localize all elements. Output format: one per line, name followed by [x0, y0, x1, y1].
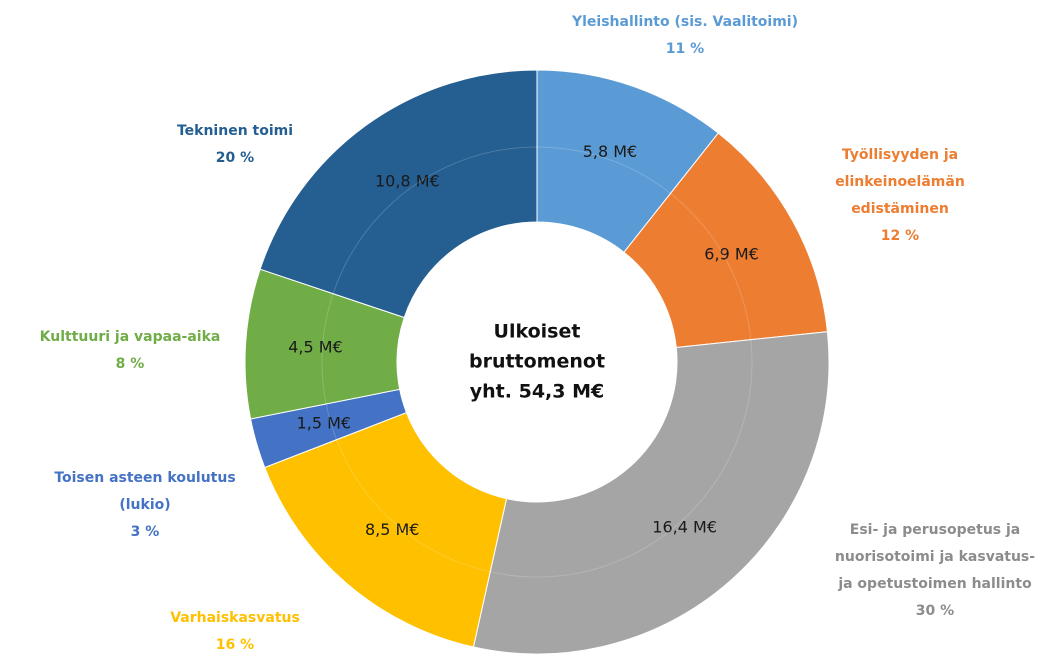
percent-label: 11 %: [666, 41, 704, 57]
value-label: 8,5 M€: [365, 520, 420, 539]
category-label: Kulttuuri ja vapaa-aika: [40, 329, 221, 345]
donut-slice: [623, 132, 828, 349]
value-label: 4,5 M€: [288, 337, 343, 356]
percent-label: 16 %: [216, 637, 254, 653]
ring-guide: [321, 146, 753, 578]
donut-slice: [264, 411, 508, 648]
value-label: 1,5 M€: [297, 413, 352, 432]
category-label: Esi- ja perusopetus ja: [850, 522, 1020, 538]
category-label: elinkeinoelämän: [835, 174, 965, 190]
category-label: Työllisyyden ja: [842, 147, 958, 163]
value-label: 5,8 M€: [583, 142, 638, 161]
percent-label: 12 %: [881, 228, 919, 244]
percent-label: 3 %: [131, 524, 160, 540]
category-label: edistäminen: [851, 201, 949, 217]
category-label: Tekninen toimi: [177, 123, 293, 139]
category-label: Yleishallinto (sis. Vaalitoimi): [571, 14, 798, 30]
category-label: nuorisotoimi ja kasvatus-: [835, 549, 1035, 565]
category-label: Varhaiskasvatus: [170, 610, 300, 626]
percent-label: 20 %: [216, 150, 254, 166]
value-label: 6,9 M€: [704, 245, 759, 264]
percent-label: 30 %: [916, 603, 954, 619]
center-label: Ulkoiset: [494, 321, 581, 343]
percent-label: 8 %: [116, 356, 145, 372]
category-label: (lukio): [119, 497, 170, 513]
category-label: Toisen asteen koulutus: [54, 470, 235, 486]
value-label: 16,4 M€: [652, 517, 717, 536]
center-label: yht. 54,3 M€: [470, 381, 604, 403]
donut-slice: [259, 69, 538, 319]
donut-slice: [472, 331, 830, 655]
category-label: ja opetustoimen hallinto: [837, 576, 1032, 592]
value-label: 10,8 M€: [375, 171, 440, 190]
center-label: bruttomenot: [469, 351, 605, 373]
